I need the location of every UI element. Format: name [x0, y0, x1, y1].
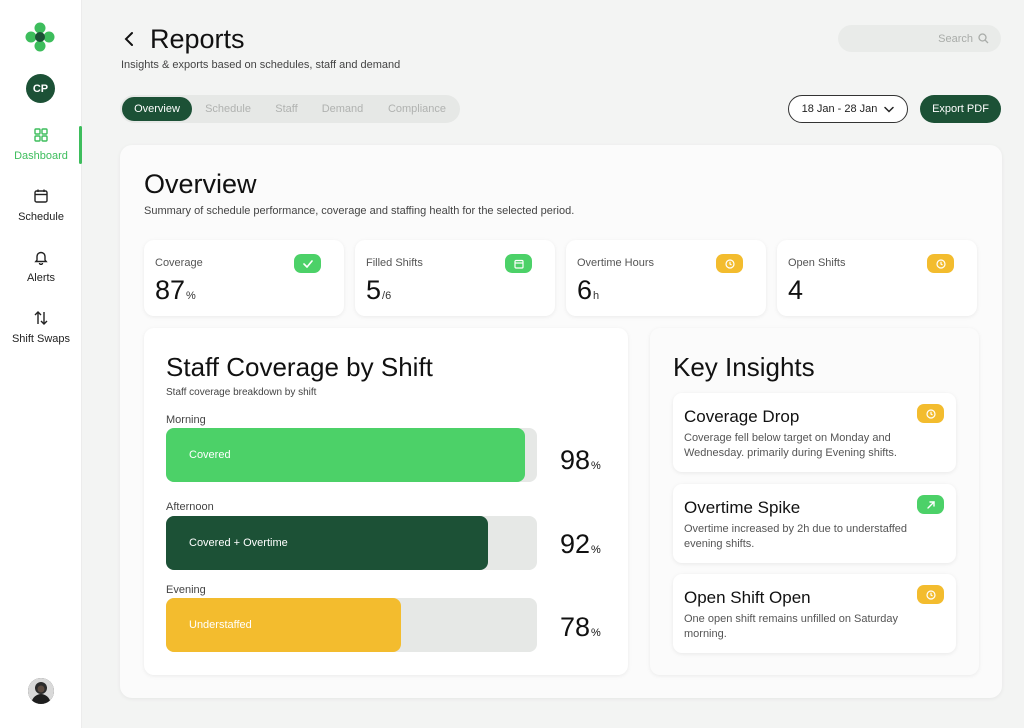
insight-text: Coverage fell below target on Monday and… — [684, 432, 897, 459]
bar-label: Covered + Overtime — [189, 537, 288, 549]
dashboard-icon — [32, 126, 50, 144]
overview-subtitle: Summary of schedule performance, coverag… — [144, 205, 575, 217]
stat-card-overtime-hours: Overtime Hours 6h — [566, 240, 766, 316]
percent-unit: % — [591, 627, 601, 639]
bar-label: Understaffed — [189, 619, 252, 631]
stat-unit: % — [186, 290, 196, 302]
percent-value: 92 — [560, 529, 591, 559]
clock-icon — [917, 585, 944, 604]
overview-title: Overview — [144, 169, 257, 199]
chevron-down-icon — [884, 106, 895, 113]
bell-icon — [32, 248, 50, 266]
sidebar-item-alerts[interactable]: Alerts — [0, 248, 82, 292]
stat-card-open-shifts: Open Shifts 4 — [777, 240, 977, 316]
shift-label-afternoon: Afternoon — [166, 501, 214, 513]
stat-number: 6 — [577, 275, 593, 305]
stat-unit: /6 — [382, 290, 392, 302]
coverage-percent-afternoon: 92% — [560, 529, 601, 560]
insight-text: One open shift remains unfilled on Satur… — [684, 613, 899, 640]
calendar-icon — [505, 254, 532, 273]
export-pdf-button[interactable]: Export PDF — [920, 95, 1001, 123]
tab-schedule[interactable]: Schedule — [205, 103, 251, 115]
check-icon — [294, 254, 321, 273]
tab-demand[interactable]: Demand — [321, 103, 364, 115]
search-input[interactable]: Search — [838, 25, 1001, 52]
insight-card-open-shift[interactable]: Open Shift Open One open shift remains u… — [673, 574, 956, 653]
search-icon — [978, 33, 989, 44]
insight-card-coverage-drop[interactable]: Coverage Drop Coverage fell below target… — [673, 393, 956, 472]
stat-label: Filled Shifts — [366, 257, 423, 269]
insight-title: Open Shift Open — [684, 588, 811, 607]
percent-unit: % — [591, 460, 601, 472]
coverage-fill: Covered + Overtime — [166, 516, 488, 570]
sidebar-item-label: Shift Swaps — [11, 333, 71, 345]
stat-card-filled-shifts: Filled Shifts 5/6 — [355, 240, 555, 316]
coverage-percent-morning: 98% — [560, 445, 601, 476]
insight-card-overtime-spike[interactable]: Overtime Spike Overtime increased by 2h … — [673, 484, 956, 563]
stat-label: Overtime Hours — [577, 257, 655, 269]
sidebar-item-dashboard[interactable]: Dashboard — [0, 126, 82, 170]
clock-icon — [917, 404, 944, 423]
coverage-subtitle: Staff coverage breakdown by shift — [166, 387, 317, 398]
sidebar-item-label: Schedule — [18, 211, 64, 223]
insight-text: Overtime increased by 2h due to understa… — [684, 523, 907, 550]
tab-compliance[interactable]: Compliance — [387, 103, 447, 115]
stat-number: 4 — [788, 275, 804, 305]
stat-card-coverage: Coverage 87% — [144, 240, 344, 316]
search-placeholder: Search — [938, 32, 973, 45]
page-subtitle: Insights & exports based on schedules, s… — [121, 59, 401, 71]
user-avatar[interactable]: CP — [26, 74, 55, 103]
swap-icon — [32, 309, 50, 327]
app-logo[interactable] — [25, 22, 55, 52]
active-indicator — [79, 126, 82, 164]
percent-value: 98 — [560, 445, 591, 475]
clock-icon — [716, 254, 743, 273]
stat-number: 5 — [366, 275, 382, 305]
tab-staff[interactable]: Staff — [275, 103, 298, 115]
coverage-fill: Understaffed — [166, 598, 401, 652]
date-range-value: 18 Jan - 28 Jan — [801, 103, 878, 115]
coverage-title: Staff Coverage by Shift — [166, 352, 433, 382]
coverage-bar-evening: Understaffed — [166, 598, 537, 652]
percent-unit: % — [591, 544, 601, 556]
profile-photo[interactable] — [28, 678, 54, 704]
stat-unit: h — [593, 290, 600, 302]
coverage-percent-evening: 78% — [560, 612, 601, 643]
stat-label: Open Shifts — [788, 257, 846, 269]
tab-overview[interactable]: Overview — [122, 97, 192, 121]
shift-label-morning: Morning — [166, 414, 206, 426]
stat-value: 4 — [788, 275, 804, 306]
coverage-bar-morning: Covered — [166, 428, 537, 482]
stat-label: Coverage — [155, 257, 203, 269]
clock-icon — [927, 254, 954, 273]
chevron-left-icon — [124, 32, 133, 46]
insight-title: Coverage Drop — [684, 407, 800, 426]
stat-value: 87% — [155, 275, 196, 306]
sidebar-item-shift-swaps[interactable]: Shift Swaps — [0, 309, 82, 353]
coverage-fill: Covered — [166, 428, 525, 482]
trend-up-icon — [917, 495, 944, 514]
sidebar-item-schedule[interactable]: Schedule — [0, 187, 82, 231]
page-title: Reports — [150, 24, 245, 54]
insights-title: Key Insights — [673, 352, 815, 382]
calendar-icon — [32, 187, 50, 205]
stat-value: 5/6 — [366, 275, 391, 306]
report-tabs: Overview Schedule Staff Demand Complianc… — [120, 95, 460, 123]
bar-label: Covered — [189, 449, 231, 461]
stat-value: 6h — [577, 275, 599, 306]
sidebar-item-label: Alerts — [26, 272, 56, 284]
percent-value: 78 — [560, 612, 591, 642]
coverage-bar-afternoon: Covered + Overtime — [166, 516, 537, 570]
shift-label-evening: Evening — [166, 584, 206, 596]
sidebar-item-label: Dashboard — [14, 150, 68, 162]
date-range-select[interactable]: 18 Jan - 28 Jan — [788, 95, 908, 123]
sidebar: CP Dashboard Schedule Alerts — [0, 0, 82, 728]
insight-title: Overtime Spike — [684, 498, 801, 517]
back-button[interactable] — [120, 28, 140, 50]
stat-number: 87 — [155, 275, 186, 305]
